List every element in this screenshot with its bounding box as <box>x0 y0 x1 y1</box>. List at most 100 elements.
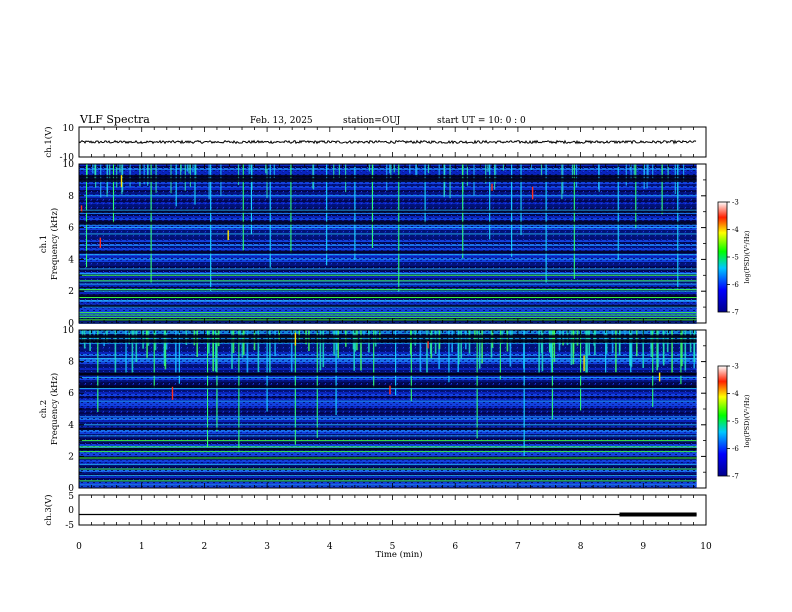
spectrogram-burst <box>647 164 649 180</box>
spectrogram-burst <box>257 330 260 373</box>
spectrogram-burst <box>509 330 512 347</box>
spectrogram-burst <box>195 164 197 182</box>
colorbar-tick-label: -7 <box>732 309 739 317</box>
spectrogram-burst <box>481 330 483 364</box>
spectrogram-dark-band <box>79 304 697 308</box>
x-tick-label: 1 <box>139 542 145 552</box>
spectrogram-hot-spot <box>99 237 101 248</box>
ch1-colorbar-label: log(PSD)(V²/Hz) <box>743 230 751 283</box>
ch1-spectrogram-ylabel-channel: ch.1 <box>39 235 49 253</box>
spectrogram-burst <box>490 330 493 358</box>
spectrogram-burst <box>409 164 411 174</box>
spectrogram-burst <box>146 330 148 358</box>
spectrogram-burst <box>94 164 96 179</box>
ch1-spectrogram-ylabel-frequency: Frequency (kHz) <box>49 208 60 280</box>
spectrogram-burst <box>274 330 276 357</box>
figure-title: VLF Spectra <box>79 113 150 126</box>
spectrogram-burst <box>338 164 340 178</box>
spectrogram-dark-band <box>79 448 697 451</box>
spectrogram-burst <box>188 164 190 174</box>
spectrogram-dark-band <box>79 340 697 343</box>
spectrogram-burst <box>615 330 617 373</box>
ch3-ytick-middle: 0 <box>68 506 74 516</box>
x-axis: 0 1 2 3 4 5 6 7 8 9 10 <box>76 127 712 552</box>
spectrogram-burst <box>570 330 573 365</box>
spectrogram-burst <box>693 330 696 362</box>
spectrogram-burst <box>438 164 440 182</box>
spectrogram-dark-band <box>79 294 697 298</box>
spectrogram-speckle <box>79 330 697 488</box>
ch1-ytick-top: 10 <box>63 124 75 134</box>
spectrogram-burst <box>109 164 111 181</box>
spectrogram-burst <box>460 330 462 359</box>
spectrogram-burst <box>184 164 186 191</box>
spectrogram-burst <box>114 330 117 374</box>
spectrogram-hot-spot <box>583 355 585 372</box>
colorbar-tick-label: -6 <box>732 445 739 453</box>
spectrogram-burst <box>426 330 428 374</box>
colorbar-tick-label: -5 <box>732 418 739 426</box>
ch1-spectrogram-panel: 0 2 4 6 8 10 ch.1 Frequency (kHz) -3 -4 -5 -6 -7 … <box>39 160 751 329</box>
spectrogram-burst <box>636 330 638 357</box>
colorbar-tick-label: -3 <box>732 363 739 371</box>
spectrogram-burst <box>630 330 633 367</box>
spectrogram-burst <box>180 164 182 172</box>
y-tick-label: 4 <box>68 255 74 265</box>
spectrogram-burst <box>509 330 512 367</box>
ch2-spectrogram-panel: 0 2 4 6 8 10 ch.2 Frequency (kHz) -3 -4 -5 -6 -7 … <box>39 326 751 494</box>
ch2-spectrogram-ylabel-channel: ch.2 <box>39 400 49 418</box>
spectrogram-hot-spot <box>171 386 174 400</box>
spectrogram-burst <box>214 330 217 372</box>
spectrogram-dark-band <box>79 339 697 342</box>
spectrogram-burst <box>671 330 673 374</box>
spectrogram-hot-spot <box>120 175 123 188</box>
spectrogram-burst <box>386 164 388 191</box>
spectrogram-burst <box>416 164 418 177</box>
spectrogram-burst <box>629 330 631 366</box>
spectrogram-hot-spot <box>658 372 661 382</box>
spectrogram-burst <box>86 164 88 180</box>
spectrogram-burst <box>119 164 121 173</box>
spectrogram-burst <box>163 330 166 364</box>
ch3-waveform-ylabel: ch.3(V) <box>43 494 54 525</box>
spectrogram-burst <box>265 164 267 174</box>
y-tick-label: 10 <box>63 160 75 170</box>
x-tick-label: 3 <box>264 542 270 552</box>
spectrogram-hot-spot <box>491 183 493 191</box>
spectrogram-burst <box>438 330 440 370</box>
spectrogram-burst <box>684 330 687 371</box>
spectrogram-dark-band <box>79 221 697 225</box>
spectrogram-hot-spot <box>427 341 429 349</box>
spectrogram-burst <box>502 164 504 171</box>
x-tick-label: 7 <box>515 542 521 552</box>
spectrogram-burst <box>495 164 497 184</box>
colorbar-tick-label: -6 <box>732 281 739 289</box>
spectrogram-dark-band <box>79 179 697 183</box>
x-tick-label: 5 <box>390 542 396 552</box>
spectrogram-burst <box>393 164 395 173</box>
y-tick-label: 8 <box>68 358 74 368</box>
spectrogram-burst <box>650 330 653 357</box>
spectrogram-burst <box>186 164 188 172</box>
spectrogram-burst <box>212 330 214 372</box>
spectrogram-burst <box>667 164 669 182</box>
spectrogram-burst <box>192 164 194 173</box>
y-tick-label: 2 <box>68 452 74 462</box>
spectrogram-burst <box>630 164 632 180</box>
spectrogram-burst <box>360 330 362 371</box>
spectrogram-burst <box>657 330 659 368</box>
spectrogram-burst <box>419 330 422 372</box>
spectrogram-burst <box>652 164 654 179</box>
spectrogram-burst <box>478 330 481 369</box>
spectrogram-dark-band <box>79 372 697 376</box>
station-label: station=OUJ <box>343 116 401 126</box>
y-tick-label: 0 <box>68 319 74 329</box>
spectrogram-burst <box>196 330 198 357</box>
spectrogram-hot-spot <box>294 332 297 346</box>
colorbar-tick-label: -3 <box>732 199 739 207</box>
spectrogram-burst <box>530 164 532 170</box>
spectrogram-burst <box>217 330 220 347</box>
ch2-colorbar-label: log(PSD)(V²/Hz) <box>743 394 751 447</box>
ch1-spectrogram-image <box>79 164 697 324</box>
